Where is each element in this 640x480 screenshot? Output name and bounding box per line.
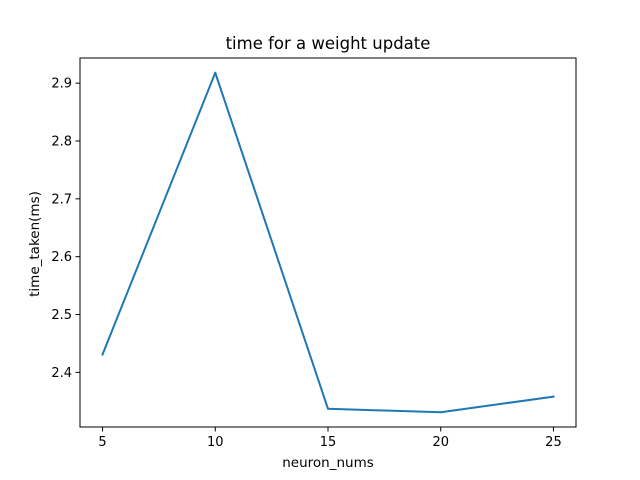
y-tick-label: 2.8 xyxy=(51,134,72,149)
x-axis-label: neuron_nums xyxy=(282,455,374,471)
y-tick-label: 2.9 xyxy=(51,77,72,92)
x-tick-label: 25 xyxy=(545,435,562,450)
y-tick-label: 2.6 xyxy=(51,250,72,265)
x-tick-label: 5 xyxy=(98,435,106,450)
y-tick-label: 2.5 xyxy=(51,308,72,323)
data-point xyxy=(552,395,555,398)
chart-title: time for a weight update xyxy=(226,34,431,53)
x-tick-label: 20 xyxy=(432,435,449,450)
series-layer xyxy=(101,71,555,414)
data-point xyxy=(101,353,104,356)
x-axis-ticks: 5 10 15 20 25 xyxy=(98,427,562,450)
data-point xyxy=(327,407,329,410)
data-point xyxy=(214,71,217,74)
y-axis-label: time_taken(ms) xyxy=(27,191,43,297)
y-tick-label: 2.7 xyxy=(51,192,72,207)
x-tick-label: 10 xyxy=(207,435,224,450)
data-point xyxy=(439,411,442,414)
y-axis-ticks: 2.4 2.5 2.6 2.7 2.8 2.9 xyxy=(51,77,80,381)
x-tick-label: 15 xyxy=(320,435,337,450)
y-tick-label: 2.4 xyxy=(51,366,72,381)
